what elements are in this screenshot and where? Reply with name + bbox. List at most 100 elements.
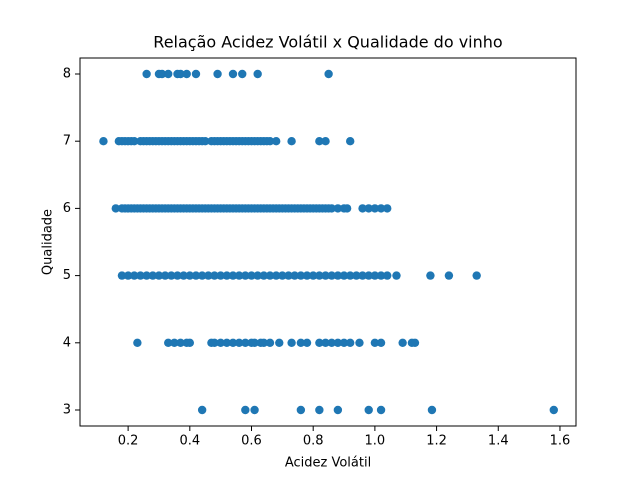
point — [241, 271, 250, 280]
point — [370, 338, 380, 348]
point — [130, 271, 139, 280]
point — [392, 271, 401, 280]
point — [376, 271, 386, 280]
y-tick-label: 7 — [63, 134, 71, 149]
point — [160, 271, 170, 280]
point — [287, 136, 296, 146]
point — [136, 271, 145, 280]
point — [427, 405, 437, 415]
point — [111, 204, 120, 213]
point — [315, 338, 324, 348]
point — [376, 204, 386, 213]
point — [179, 271, 188, 280]
point — [426, 271, 435, 280]
x-tick-label: 1.0 — [365, 434, 386, 449]
point — [265, 271, 275, 280]
point — [346, 271, 355, 280]
x-tick-label: 0.4 — [179, 434, 200, 449]
point — [176, 338, 185, 348]
point — [213, 69, 222, 79]
point — [142, 271, 151, 280]
point — [339, 338, 349, 348]
point — [241, 405, 250, 415]
point — [222, 338, 232, 348]
point — [133, 338, 142, 348]
x-tick-label: 1.4 — [488, 434, 509, 449]
point — [327, 204, 336, 213]
y-tick-label: 4 — [63, 335, 71, 350]
point — [364, 204, 373, 213]
point — [265, 338, 275, 348]
point — [191, 271, 201, 280]
point — [201, 136, 210, 146]
point — [216, 338, 225, 348]
point — [176, 69, 185, 79]
point — [444, 271, 454, 280]
point — [549, 405, 558, 415]
point — [321, 338, 330, 348]
point — [234, 338, 244, 348]
point — [117, 271, 127, 280]
point — [321, 271, 330, 280]
point — [327, 338, 336, 348]
point — [148, 271, 157, 280]
point — [250, 338, 259, 348]
y-tick-label: 6 — [63, 201, 71, 216]
x-tick-label: 0.2 — [118, 434, 139, 449]
point — [170, 338, 179, 348]
point — [302, 338, 312, 348]
point — [383, 204, 392, 213]
x-tick-label: 1.6 — [550, 434, 571, 449]
point — [296, 405, 306, 415]
point — [238, 69, 247, 79]
point — [364, 271, 373, 280]
point — [410, 338, 420, 348]
point — [472, 271, 481, 280]
point — [333, 271, 343, 280]
point — [333, 405, 343, 415]
point — [259, 271, 269, 280]
point — [383, 271, 392, 280]
point — [271, 271, 281, 280]
y-tick-label: 5 — [63, 268, 71, 283]
point — [210, 338, 219, 348]
point — [278, 271, 287, 280]
point — [99, 136, 108, 146]
y-tick-label: 8 — [63, 66, 71, 81]
point — [197, 405, 207, 415]
chart-title: Relação Acidez Volátil x Qualidade do vi… — [153, 33, 502, 52]
point — [182, 69, 191, 79]
point — [216, 271, 225, 280]
point — [185, 338, 195, 348]
point — [333, 204, 343, 213]
point — [342, 204, 352, 213]
point — [253, 69, 262, 79]
point — [228, 69, 238, 79]
point — [164, 338, 173, 348]
point — [321, 136, 330, 146]
point — [185, 271, 195, 280]
point — [265, 136, 275, 146]
point — [123, 271, 133, 280]
point — [253, 271, 262, 280]
point — [327, 271, 336, 280]
point — [324, 69, 333, 79]
point — [315, 405, 324, 415]
point — [210, 271, 219, 280]
point — [370, 204, 380, 213]
point — [370, 271, 380, 280]
y-tick-label: 3 — [63, 403, 71, 418]
point — [355, 338, 364, 348]
point — [346, 136, 355, 146]
point — [346, 338, 355, 348]
point — [358, 204, 367, 213]
point — [398, 338, 407, 348]
point — [290, 271, 299, 280]
point — [191, 69, 201, 79]
point — [228, 271, 238, 280]
x-tick-label: 0.8 — [303, 434, 324, 449]
point — [376, 338, 386, 348]
point — [222, 271, 232, 280]
point — [157, 69, 167, 79]
